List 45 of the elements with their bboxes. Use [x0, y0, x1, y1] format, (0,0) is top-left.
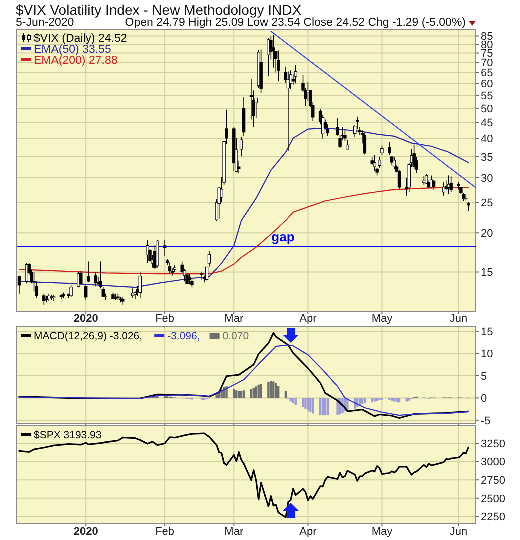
x-tick-label: Mar [224, 526, 244, 538]
y-tick-label: 30 [481, 172, 494, 185]
y-tick-label: 15 [481, 267, 494, 280]
legend-label: EMA(50) 33.55 [34, 44, 112, 56]
x-tick-label: Jun [450, 526, 468, 538]
y-tick-label: 70 [481, 58, 494, 70]
x-tick-label: Feb [156, 526, 175, 538]
y-tick-label: 25 [481, 198, 494, 210]
y-tick-label: 20 [481, 228, 494, 240]
legend-label: -3.096, [168, 330, 200, 343]
y-tick-label: 2250 [481, 512, 506, 524]
legend-label: EMA(200) 27.88 [34, 55, 118, 68]
x-tick-label: Mar [224, 313, 244, 325]
legend-label: $SPX 3193.93 [34, 430, 102, 442]
x-tick-label: Feb [156, 313, 175, 325]
x-tick-label: Apr [300, 526, 318, 538]
legend-label: MACD(12,26,9) -3.026, [34, 330, 143, 343]
legend-label: 0.070 [222, 330, 250, 343]
legend-label: $VIX (Daily) 24.52 [34, 33, 128, 46]
x-tick-label: 2020 [74, 526, 98, 538]
y-tick-label: 60 [481, 78, 494, 90]
x-tick-label: May [372, 313, 394, 325]
y-tick-label: 40 [481, 134, 494, 146]
y-tick-label: 3250 [481, 438, 506, 450]
chart-subtitle: 5-Jun-2020 [16, 17, 74, 29]
x-tick-label: Jun [450, 313, 468, 325]
y-tick-label: 55 [481, 90, 494, 102]
y-tick-label: 2750 [481, 474, 506, 487]
chart-title: $VIX Volatility Index - New Methodology INDX [16, 2, 302, 18]
x-tick-label: 2020 [74, 313, 98, 325]
y-tick-label: 2500 [481, 493, 506, 506]
y-tick-label: 3000 [481, 456, 506, 469]
x-tick-label: May [372, 526, 394, 538]
text: Open 24.79 High 25.09 Low 23.54 Close 24.52 Chg -1.29 (-5.00%) [125, 17, 466, 29]
x-tick-label: Apr [300, 313, 318, 325]
y-tick-label: 50 [481, 103, 494, 116]
y-tick-label: 35 [481, 152, 494, 164]
y-tick-label: 15 [481, 326, 494, 338]
y-tick-label: 65 [481, 68, 494, 80]
y-tick-label: 5 [481, 370, 488, 383]
ref-line-label: gap [272, 230, 295, 245]
y-tick-label: -5 [481, 415, 491, 428]
y-tick-label: 0 [481, 393, 488, 406]
y-tick-label: 45 [481, 118, 494, 130]
y-tick-label: 10 [481, 348, 494, 361]
